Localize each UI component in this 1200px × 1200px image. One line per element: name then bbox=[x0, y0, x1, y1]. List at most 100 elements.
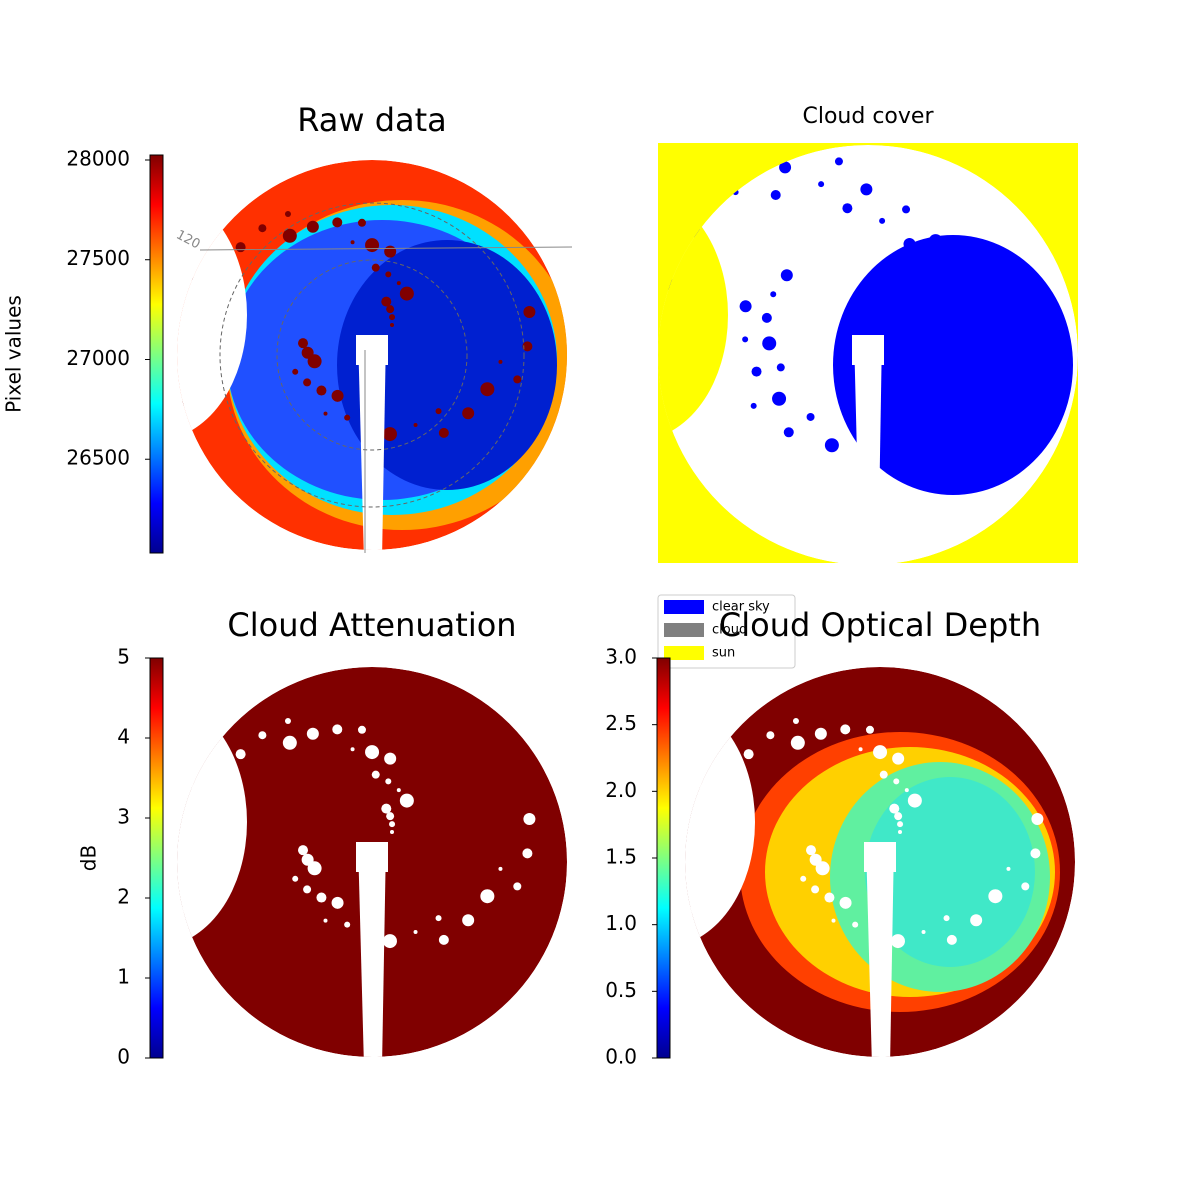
cloud-patch bbox=[498, 359, 503, 364]
panel-title: Raw data bbox=[297, 101, 447, 139]
clear-sky-patch bbox=[770, 190, 781, 201]
polar-grid bbox=[219, 202, 525, 508]
legend-swatch bbox=[664, 600, 704, 614]
cloud-patch bbox=[873, 745, 888, 760]
cloud-patch bbox=[389, 821, 396, 828]
cloud-patch bbox=[921, 930, 926, 935]
clear-sky-patch bbox=[761, 312, 772, 323]
cloud-patch bbox=[382, 934, 397, 949]
cloud-patch bbox=[858, 747, 863, 752]
cloud-patch bbox=[382, 427, 397, 442]
cloud-patch bbox=[389, 314, 396, 321]
cloud-patch bbox=[284, 717, 291, 724]
colorbar-tick-label: 3 bbox=[117, 805, 130, 829]
panel-title: Cloud Optical Depth bbox=[719, 606, 1041, 644]
clear-sky-patch bbox=[751, 366, 762, 377]
colorbar-label: Pixel values bbox=[2, 295, 26, 413]
cloud-patch bbox=[385, 778, 392, 785]
cloud-patch bbox=[840, 724, 851, 735]
cloud-patch bbox=[988, 889, 1003, 904]
legend-label: cloud bbox=[712, 623, 747, 638]
sky-image bbox=[166, 667, 567, 1057]
clear-sky-patch bbox=[739, 300, 752, 313]
cloud-patch bbox=[282, 228, 297, 243]
cloud-patch bbox=[892, 752, 905, 765]
clear-sky-patch bbox=[903, 293, 916, 306]
cloud-patch bbox=[852, 921, 859, 928]
cloud-patch bbox=[371, 263, 380, 272]
clear-sky-patch bbox=[783, 427, 794, 438]
cloud-patch bbox=[365, 745, 380, 760]
cloud-patch bbox=[480, 889, 495, 904]
colorbar-tick-label: 1.5 bbox=[605, 845, 637, 869]
cloud-patch bbox=[396, 788, 401, 793]
cloud-patch bbox=[371, 770, 380, 779]
cloud-patch bbox=[292, 368, 299, 375]
cloud-patch bbox=[480, 382, 495, 397]
clear-sky-patch bbox=[879, 217, 886, 224]
clear-sky-patch bbox=[806, 412, 815, 421]
sky-image bbox=[166, 160, 567, 550]
colorbar-tick-label: 27500 bbox=[66, 246, 130, 270]
cloud-patch bbox=[298, 338, 309, 349]
colorbar-tick-label: 1.0 bbox=[605, 911, 637, 935]
colorbar-tick-label: 28000 bbox=[66, 146, 130, 170]
cloud-patch bbox=[399, 286, 414, 301]
clear-sky-patch bbox=[779, 161, 792, 174]
cloud-patch bbox=[946, 934, 957, 945]
colorbar-tick-label: 0.0 bbox=[605, 1045, 637, 1069]
cloud-patch bbox=[332, 724, 343, 735]
sun-occluder bbox=[852, 335, 884, 365]
cloud-patch bbox=[792, 717, 799, 724]
clear-sky-patch bbox=[772, 391, 787, 406]
colorbar-tick-label: 1 bbox=[117, 965, 130, 989]
clear-sky-patch bbox=[762, 336, 777, 351]
cloud-patch bbox=[306, 727, 319, 740]
cloud-patch bbox=[890, 934, 905, 949]
cloud-patch bbox=[298, 845, 309, 856]
cloud-patch bbox=[235, 242, 246, 253]
cloud-patch bbox=[292, 875, 299, 882]
clear-sky-region bbox=[833, 235, 1073, 495]
sky-pixels bbox=[865, 777, 1035, 967]
cloud-patch bbox=[384, 245, 397, 258]
clear-sky-patch bbox=[909, 445, 924, 460]
cloud-patch bbox=[350, 240, 355, 245]
clear-sky-patch bbox=[842, 203, 853, 214]
cloud-patch bbox=[523, 305, 536, 318]
cloud-patch bbox=[323, 918, 328, 923]
clear-sky-patch bbox=[986, 365, 999, 378]
legend-label: sun bbox=[712, 646, 735, 661]
shadow-band bbox=[358, 842, 386, 1057]
panel-title: Cloud Attenuation bbox=[227, 606, 516, 644]
cloud-patch bbox=[435, 408, 442, 415]
cloud-patch bbox=[674, 873, 678, 877]
clear-sky-patch bbox=[915, 417, 928, 430]
cloud-patch bbox=[331, 896, 344, 909]
clear-sky-patch bbox=[925, 300, 940, 315]
cloud-patch bbox=[166, 873, 170, 877]
cloud-patch bbox=[235, 749, 246, 760]
cloud-patch bbox=[344, 921, 351, 928]
cloud-patch bbox=[522, 848, 533, 859]
sky-image bbox=[674, 667, 1075, 1057]
cloud-patch bbox=[462, 914, 475, 927]
cloud-patch bbox=[806, 845, 817, 856]
colorbar-tick-label: 3.0 bbox=[605, 645, 637, 669]
cloud-patch bbox=[316, 385, 327, 396]
cloud-patch bbox=[390, 323, 394, 327]
cloud-patch bbox=[166, 366, 170, 370]
cloud-patch bbox=[743, 749, 754, 760]
cloud-patch bbox=[904, 788, 909, 793]
clear-sky-patch bbox=[750, 402, 757, 409]
cloud-patch bbox=[766, 731, 775, 740]
cloud-patch bbox=[1021, 882, 1030, 891]
panel-title: Cloud cover bbox=[803, 104, 935, 129]
cloud-patch bbox=[381, 803, 392, 814]
clear-sky-patch bbox=[824, 438, 839, 453]
cloud-patch bbox=[831, 918, 836, 923]
cloud-patch bbox=[390, 830, 394, 834]
cloud-patch bbox=[282, 735, 297, 750]
sun-occluder bbox=[356, 335, 388, 365]
